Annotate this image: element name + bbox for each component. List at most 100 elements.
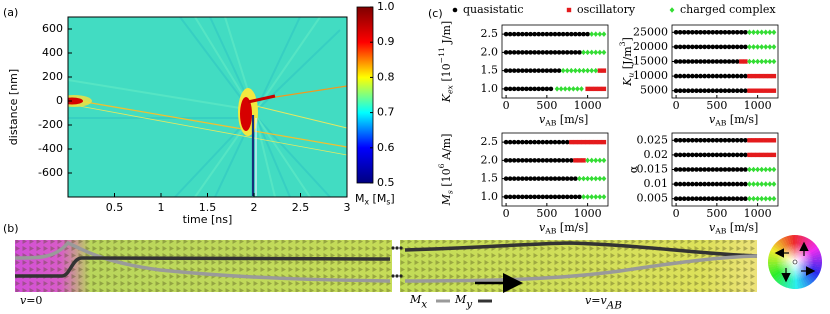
dot	[507, 31, 513, 37]
dot	[763, 195, 769, 202]
x-axis-label-part: [m/s]	[726, 221, 758, 234]
dot	[503, 50, 509, 55]
dot	[585, 49, 591, 56]
dot	[714, 30, 720, 35]
dot	[755, 29, 761, 36]
dot	[507, 86, 513, 92]
y-tick-label: 25000	[633, 25, 668, 38]
x-tick-label: 3	[344, 201, 351, 214]
dot	[698, 152, 703, 158]
dot	[544, 194, 550, 200]
dot	[718, 167, 724, 172]
dot-run	[673, 44, 748, 50]
dot-run	[673, 196, 748, 201]
dot	[722, 73, 728, 79]
dot	[686, 181, 691, 187]
dot	[585, 175, 591, 182]
heatmap-image	[68, 17, 347, 197]
dot	[706, 44, 711, 50]
y-tick-label: 1.5	[481, 64, 499, 77]
x-axis-label-part: AB	[714, 226, 727, 235]
dot	[673, 44, 679, 50]
x-tick-label: 1000	[744, 207, 772, 220]
domain-wall-schematic	[14, 240, 758, 303]
dot	[507, 158, 513, 163]
dot	[524, 86, 529, 92]
dot	[507, 194, 513, 200]
x-tick-label: 1000	[574, 99, 602, 112]
x-tick-label: 1.5	[199, 201, 217, 214]
dot	[739, 167, 744, 172]
dot	[520, 158, 525, 163]
dot	[503, 31, 509, 37]
dot	[698, 73, 703, 79]
dot	[714, 138, 720, 143]
dot	[532, 68, 537, 73]
dot	[722, 167, 728, 172]
dot	[726, 181, 732, 187]
dot	[714, 44, 720, 50]
dot	[714, 167, 720, 172]
dot	[726, 196, 732, 201]
dot	[577, 194, 582, 200]
dot	[690, 88, 695, 93]
dot	[569, 176, 574, 181]
dot-run	[673, 138, 748, 143]
dot	[726, 30, 732, 35]
wheel-dot	[792, 259, 798, 265]
dot	[581, 67, 586, 74]
velocity-label: v=vAB	[585, 294, 622, 312]
dot	[556, 68, 562, 73]
dot	[524, 194, 529, 200]
dot	[718, 152, 724, 158]
dot	[763, 44, 769, 50]
dot	[714, 88, 720, 93]
dot	[730, 181, 736, 187]
dot-run	[747, 195, 777, 202]
dot	[577, 50, 582, 55]
y-tick-label: 2.0	[481, 153, 499, 166]
dot	[734, 44, 740, 50]
dot-run	[503, 31, 590, 37]
y-axis-label-part: K	[621, 77, 634, 87]
dot	[540, 158, 546, 163]
dot	[524, 31, 529, 37]
legend-label: charged complex	[680, 3, 776, 16]
dot	[536, 194, 541, 200]
dot	[726, 88, 732, 93]
y-tick-label: 10000	[633, 69, 668, 82]
y-axis-label-part: J/m]	[440, 21, 453, 47]
dot	[544, 50, 550, 55]
dot	[763, 138, 768, 143]
dot	[702, 30, 707, 35]
dot	[681, 30, 687, 35]
dot	[771, 166, 777, 173]
dot	[726, 73, 732, 79]
dot	[532, 194, 537, 200]
dot	[520, 86, 525, 92]
colorbar-tick-label: 0.9	[377, 35, 395, 48]
dot-run	[597, 68, 607, 73]
dot	[520, 194, 525, 200]
dot	[755, 73, 760, 79]
dot-run	[739, 59, 748, 64]
dot	[572, 67, 578, 74]
dot	[743, 196, 748, 201]
dot	[771, 181, 777, 187]
dot	[694, 152, 699, 158]
y-axis-label-part: ]	[621, 37, 634, 41]
panel-label: (c)	[428, 7, 443, 20]
dot	[759, 58, 765, 65]
dot	[706, 88, 711, 93]
dot	[763, 181, 769, 187]
dot	[694, 30, 699, 35]
dot	[751, 195, 756, 202]
dot	[763, 58, 769, 65]
dot	[739, 181, 744, 187]
dot	[686, 30, 691, 35]
dot	[677, 196, 683, 201]
dot	[747, 44, 752, 50]
velocity-label: v=0	[20, 294, 42, 307]
dot	[698, 59, 703, 64]
dot	[520, 31, 525, 37]
